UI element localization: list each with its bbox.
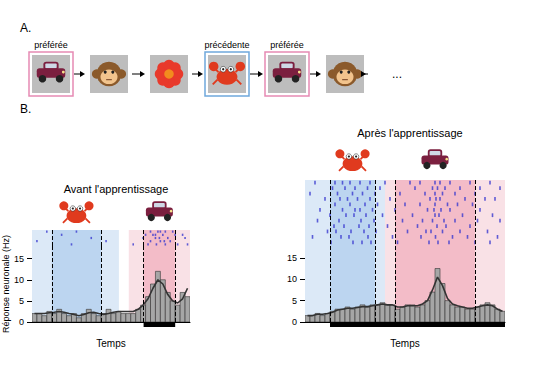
svg-text:15: 15: [287, 253, 297, 263]
svg-text:préférée: préférée: [34, 40, 68, 50]
svg-text:0: 0: [19, 317, 24, 327]
svg-text:Temps: Temps: [96, 338, 125, 349]
svg-text:A.: A.: [20, 21, 31, 35]
svg-text:Après l'apprentissage: Après l'apprentissage: [357, 127, 462, 139]
svg-text:B.: B.: [20, 102, 31, 116]
svg-text:5: 5: [292, 296, 297, 306]
svg-text:10: 10: [287, 274, 297, 284]
svg-text:...: ...: [392, 67, 402, 81]
svg-text:0: 0: [292, 317, 297, 327]
svg-text:5: 5: [19, 296, 24, 306]
svg-text:Réponse neuronale (Hz): Réponse neuronale (Hz): [1, 235, 11, 333]
svg-text:Temps: Temps: [390, 338, 419, 349]
svg-text:15: 15: [14, 254, 24, 264]
svg-text:précédente: précédente: [204, 40, 249, 50]
svg-text:10: 10: [14, 275, 24, 285]
svg-text:préférée: préférée: [270, 40, 304, 50]
svg-text:Avant l'apprentissage: Avant l'apprentissage: [64, 183, 169, 195]
